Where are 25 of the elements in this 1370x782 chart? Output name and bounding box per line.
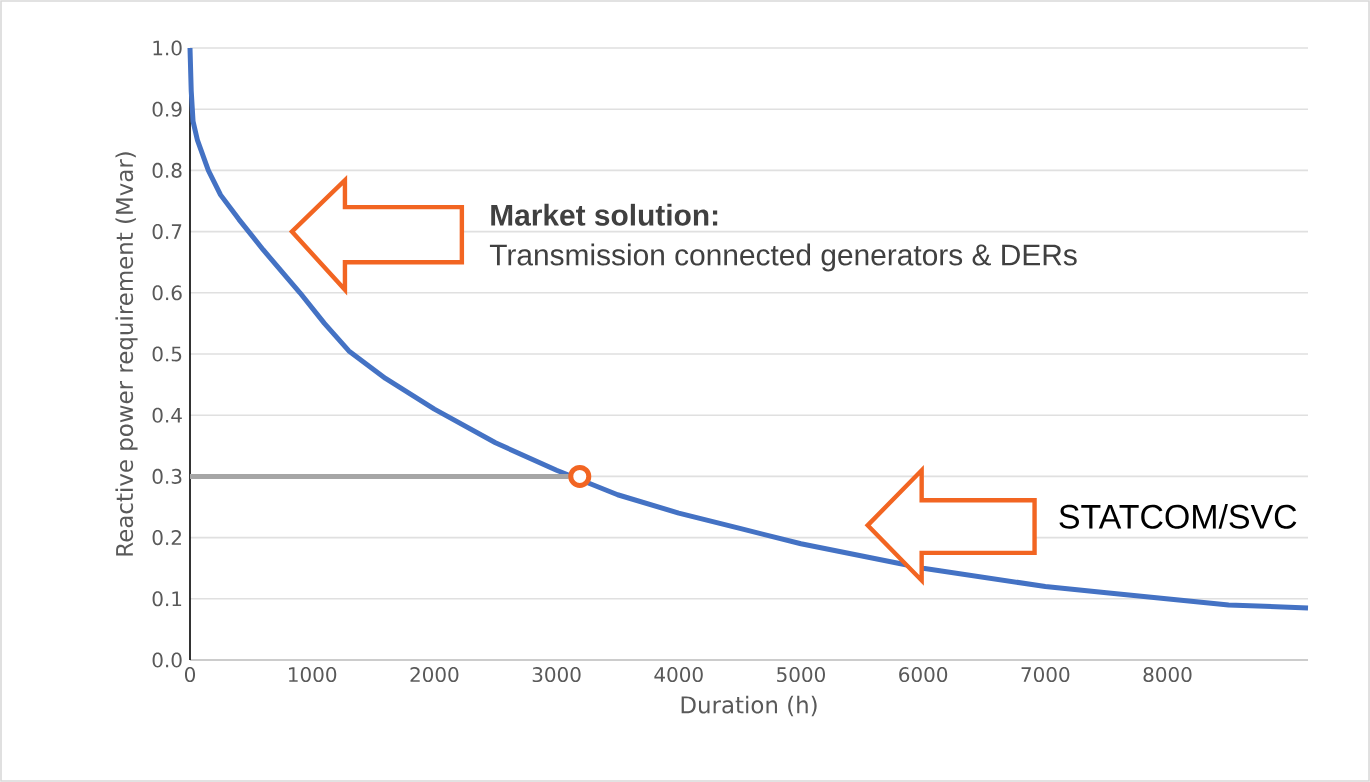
x-axis-title: Duration (h): [681, 695, 817, 717]
y-tick-label: 0.2: [152, 530, 181, 546]
y-tick-label: 0.0: [152, 652, 182, 668]
y-tick-label: 0.7: [152, 224, 182, 240]
y-tick-label: 0.5: [152, 346, 182, 362]
y-tick-label: 0.8: [152, 162, 182, 178]
annotation: Market solution:: [491, 203, 718, 226]
x-tick-label: 7000: [1021, 667, 1070, 683]
annotation: STATCOM/SVC: [1059, 503, 1297, 529]
x-tick-label: 6000: [899, 667, 948, 683]
x-tick-label: 4000: [654, 667, 703, 683]
x-tick-label: 5000: [777, 667, 825, 683]
y-tick-label: 0.9: [152, 101, 182, 117]
y-tick-label: 0.3: [152, 468, 182, 484]
annotation: Transmission connected generators & DERs: [489, 243, 1077, 272]
y-tick-label: 0.1: [152, 591, 182, 607]
y-axis-title: Reactive power requirement (Mvar): [115, 152, 138, 556]
x-tick-label: 2000: [410, 667, 459, 683]
x-tick-label: 8000: [1143, 667, 1192, 683]
x-tick-label: 1000: [289, 667, 337, 683]
x-tick-label: 0: [184, 667, 196, 683]
y-tick-label: 0.4: [152, 407, 182, 423]
x-tick-label: 3000: [532, 667, 581, 683]
y-tick-label: 1.0: [153, 40, 182, 56]
y-tick-label: 0.6: [152, 285, 182, 301]
